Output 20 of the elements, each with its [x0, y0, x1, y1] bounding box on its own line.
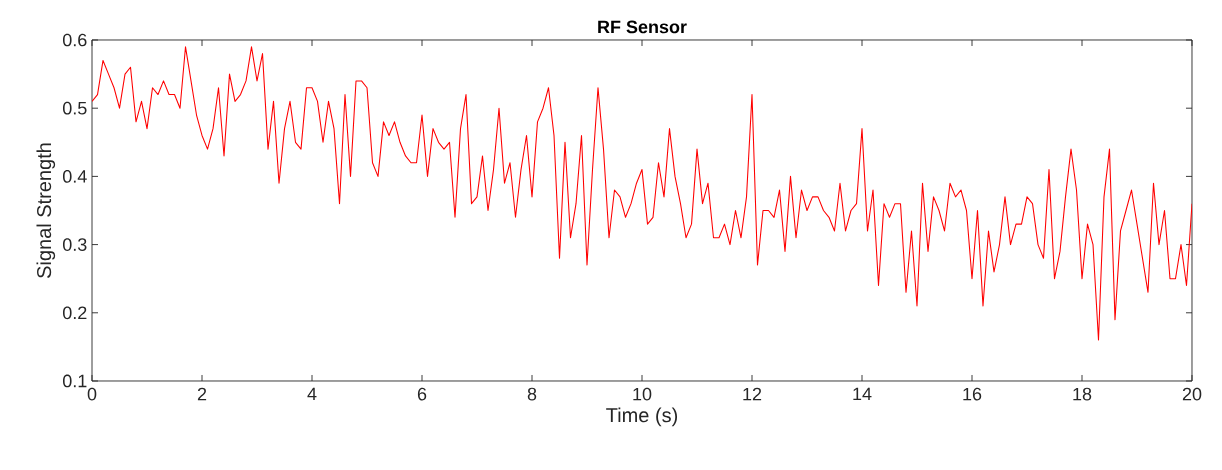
- x-tick-label: 16: [963, 387, 982, 401]
- y-tick-label: 0.2: [62, 306, 87, 320]
- y-tick-label: 0.1: [62, 374, 87, 388]
- x-tick-label: 6: [417, 387, 427, 401]
- chart-title: RF Sensor: [598, 20, 687, 34]
- y-tick-label: 0.6: [62, 33, 87, 47]
- x-tick-label: 12: [743, 387, 762, 401]
- y-tick-label: 0.5: [62, 101, 87, 115]
- x-tick-label: 10: [633, 387, 652, 401]
- x-tick-label: 0: [87, 387, 97, 401]
- x-tick-label: 8: [527, 387, 537, 401]
- x-tick-label: 4: [307, 387, 317, 401]
- x-tick-label: 2: [197, 387, 207, 401]
- x-axis-title: Time (s): [606, 407, 678, 427]
- x-tick-label: 20: [1182, 387, 1202, 401]
- y-tick-label: 0.4: [62, 170, 87, 183]
- x-tick-label: 18: [1073, 387, 1092, 401]
- y-tick-label: 0.3: [62, 238, 87, 251]
- y-axis-title: Signal Strength: [36, 143, 56, 278]
- x-tick-label: 14: [853, 387, 872, 401]
